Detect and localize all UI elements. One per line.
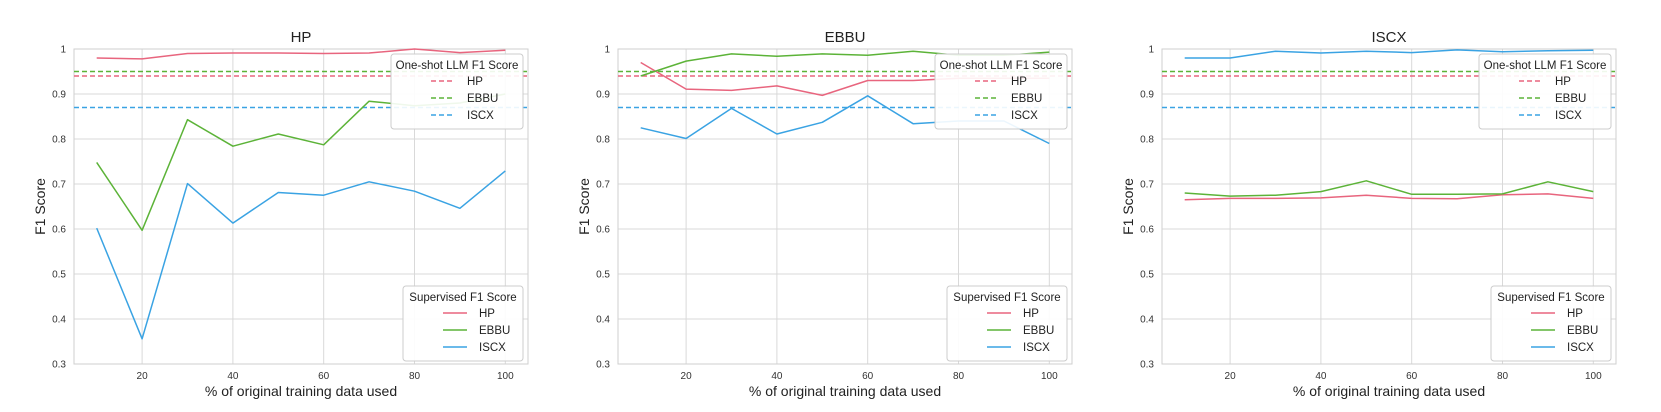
legend-label-ebbu: EBBU [1011, 93, 1042, 105]
x-tick-label: 60 [862, 371, 874, 382]
legend-title: One-shot LLM F1 Score [396, 60, 519, 72]
x-axis-label: % of original training data used [205, 383, 397, 399]
plot-frame [73, 48, 529, 365]
y-tick-label: 0.8 [596, 135, 610, 146]
y-tick-label: 1 [60, 45, 66, 56]
y-axis-label: F1 Score [1120, 178, 1136, 235]
x-axis-label: % of original training data used [749, 383, 941, 399]
y-tick-label: 0.9 [52, 90, 66, 101]
y-tick-label: 0.9 [1140, 90, 1154, 101]
legend-title: One-shot LLM F1 Score [940, 60, 1063, 72]
x-tick-label: 20 [1225, 371, 1237, 382]
y-axis-label: F1 Score [576, 178, 592, 235]
legend-box [1490, 285, 1612, 362]
legend-title: Supervised F1 Score [953, 292, 1060, 304]
x-tick-label: 100 [497, 371, 514, 382]
y-tick-label: 0.9 [596, 90, 610, 101]
legend-label-ebbu: EBBU [1023, 325, 1054, 337]
series-line-ebbu [1184, 180, 1594, 197]
legend-box [946, 285, 1068, 362]
legend-label-iscx: ISCX [1567, 342, 1594, 354]
x-tick-label: 20 [137, 371, 149, 382]
legend-box [934, 53, 1068, 130]
panel-hp: 0.3 0.4 0.5 0.6 0.7 0.8 0.9 1 20 40 60 80 100 HP % of … [32, 29, 529, 399]
legend-label-ebbu: EBBU [1555, 93, 1586, 105]
legend-title: One-shot LLM F1 Score [1484, 60, 1607, 72]
y-tick-label: 0.7 [1140, 180, 1154, 191]
x-tick-label: 80 [409, 371, 421, 382]
legend-label-hp: HP [1011, 76, 1027, 88]
y-tick-label: 0.6 [596, 225, 610, 236]
series-line-hp [1184, 193, 1594, 201]
y-tick-label: 0.8 [1140, 135, 1154, 146]
x-tick-label: 100 [1041, 371, 1058, 382]
y-tick-label: 0.4 [1140, 315, 1154, 326]
legend-box [390, 53, 524, 130]
y-tick-label: 0.4 [52, 315, 66, 326]
legend-label-ebbu: EBBU [1567, 325, 1598, 337]
x-tick-label: 60 [1406, 371, 1418, 382]
series-line-iscx [96, 170, 506, 340]
chart-title: ISCX [1371, 29, 1406, 46]
legend-label-iscx: ISCX [1555, 110, 1582, 122]
legend-label-ebbu: EBBU [479, 325, 510, 337]
legend-supervised: Supervised F1 Score HP EBBU ISCX [402, 285, 524, 362]
legend-label-iscx: ISCX [479, 342, 506, 354]
y-tick-label: 0.3 [52, 360, 66, 371]
x-tick-label: 40 [227, 371, 239, 382]
legend-one-shot: One-shot LLM F1 Score HP EBBU ISCX [390, 53, 524, 130]
legend-supervised: Supervised F1 Score HP EBBU ISCX [1490, 285, 1612, 362]
x-tick-label: 80 [1497, 371, 1509, 382]
y-tick-label: 0.5 [52, 270, 66, 281]
panel-iscx: 0.3 0.4 0.5 0.6 0.7 0.8 0.9 1 20 40 60 80 100 ISCX % o… [1120, 29, 1617, 399]
y-tick-label: 1 [1148, 45, 1154, 56]
y-tick-label: 0.3 [1140, 360, 1154, 371]
legend-one-shot: One-shot LLM F1 Score HP EBBU ISCX [1478, 53, 1612, 130]
legend-box [1478, 53, 1612, 130]
legend-label-iscx: ISCX [1011, 110, 1038, 122]
x-tick-label: 60 [318, 371, 330, 382]
panel-ebbu: 0.3 0.4 0.5 0.6 0.7 0.8 0.9 1 20 40 60 80 100 EBBU % o… [576, 29, 1073, 399]
legend-label-iscx: ISCX [1023, 342, 1050, 354]
legend-label-hp: HP [479, 308, 495, 320]
y-tick-label: 0.8 [52, 135, 66, 146]
x-tick-label: 20 [681, 371, 693, 382]
y-tick-label: 0.7 [52, 180, 66, 191]
legend-label-iscx: ISCX [467, 110, 494, 122]
x-tick-label: 40 [1315, 371, 1327, 382]
plot-frame [1161, 48, 1617, 365]
series-line-iscx [1184, 49, 1594, 59]
chart-title: HP [291, 29, 312, 46]
y-tick-label: 0.5 [596, 270, 610, 281]
y-tick-label: 0.5 [1140, 270, 1154, 281]
y-tick-label: 0.3 [596, 360, 610, 371]
legend-label-hp: HP [1555, 76, 1571, 88]
x-tick-label: 40 [771, 371, 783, 382]
y-tick-label: 1 [604, 45, 610, 56]
chart-title: EBBU [825, 29, 866, 46]
y-tick-label: 0.6 [52, 225, 66, 236]
legend-supervised: Supervised F1 Score HP EBBU ISCX [946, 285, 1068, 362]
y-tick-label: 0.4 [596, 315, 610, 326]
y-tick-label: 0.7 [596, 180, 610, 191]
series-line-hp [96, 48, 506, 60]
legend-label-hp: HP [1567, 308, 1583, 320]
x-tick-label: 100 [1585, 371, 1602, 382]
x-tick-label: 80 [953, 371, 965, 382]
legend-label-hp: HP [1023, 308, 1039, 320]
y-tick-label: 0.6 [1140, 225, 1154, 236]
y-axis-label: F1 Score [32, 178, 48, 235]
legend-label-ebbu: EBBU [467, 93, 498, 105]
x-axis-label: % of original training data used [1293, 383, 1485, 399]
legend-label-hp: HP [467, 76, 483, 88]
legend-box [402, 285, 524, 362]
plot-frame [617, 48, 1073, 365]
legend-title: Supervised F1 Score [409, 292, 516, 304]
legend-one-shot: One-shot LLM F1 Score HP EBBU ISCX [934, 53, 1068, 130]
legend-title: Supervised F1 Score [1497, 292, 1604, 304]
